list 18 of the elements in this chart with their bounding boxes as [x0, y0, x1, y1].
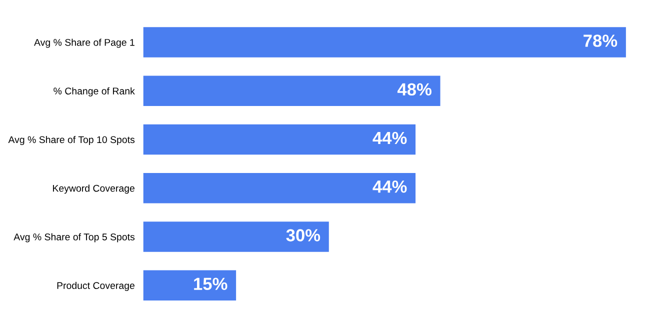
bar	[143, 76, 440, 106]
y-tick-label: Avg % Share of Page 1	[34, 38, 134, 48]
y-tick-label: Product Coverage	[57, 282, 134, 291]
data-label: 44%	[372, 132, 407, 144]
y-tick-label: Avg % Share of Top 10 Spots	[8, 136, 135, 146]
data-label: 44%	[372, 180, 407, 193]
bar	[143, 27, 626, 58]
y-tick-label: Keyword Coverage	[53, 184, 134, 194]
bar	[143, 270, 236, 300]
bar	[143, 173, 416, 204]
bar	[143, 222, 329, 252]
data-label: 78%	[584, 34, 618, 47]
y-tick-label: % Change of Rank	[54, 87, 135, 96]
data-label: 30%	[286, 229, 320, 242]
data-label: 15%	[194, 278, 228, 290]
y-tick-label: Avg % Share of Top 5 Spots	[14, 233, 135, 242]
bar	[143, 124, 416, 155]
data-label: 48%	[397, 83, 432, 96]
